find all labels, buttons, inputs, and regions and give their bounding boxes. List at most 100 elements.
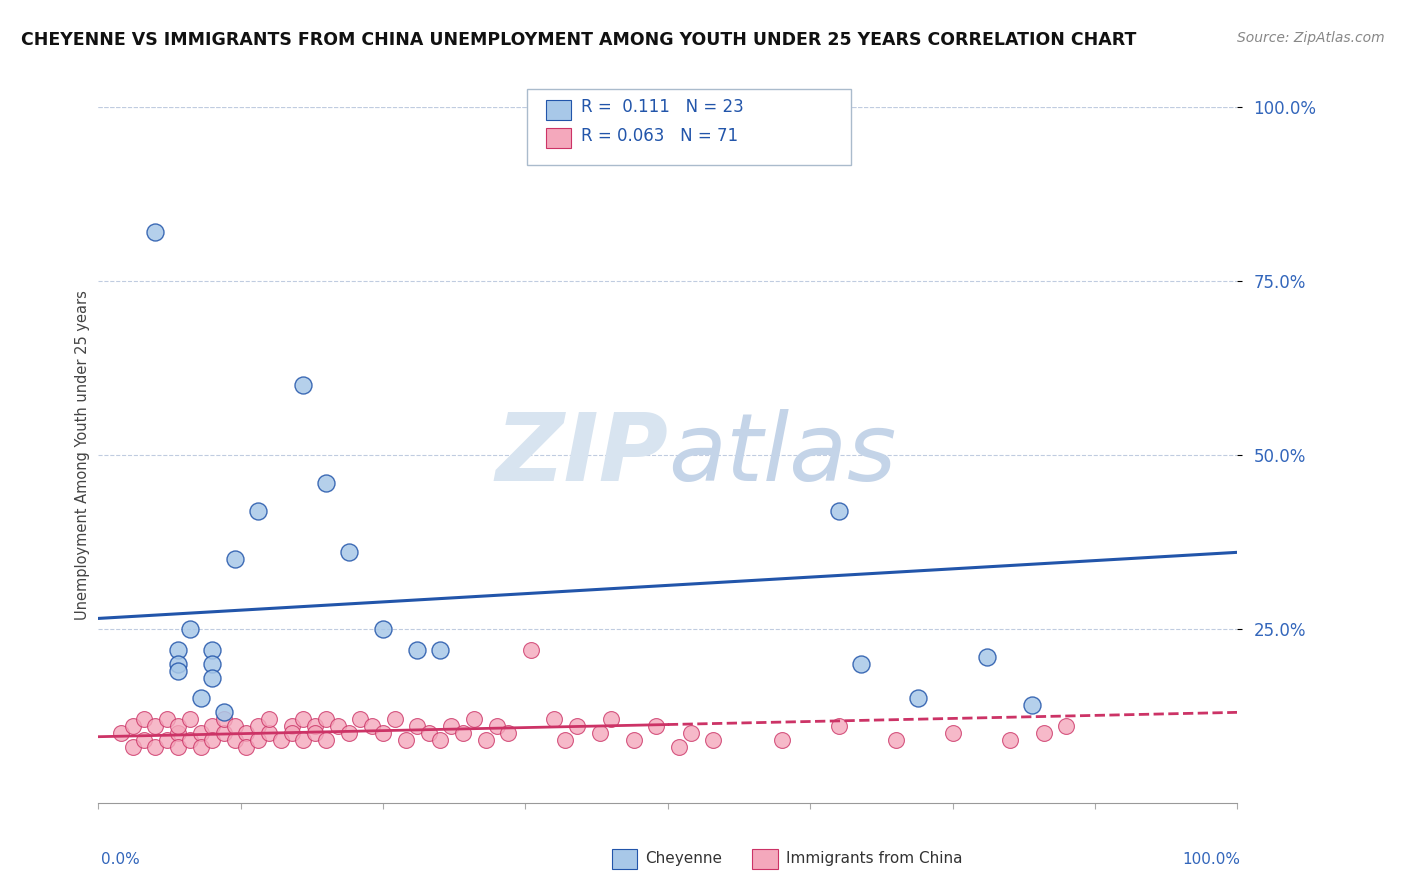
Point: [212, 712, 235, 726]
Point: [371, 726, 394, 740]
Point: [201, 657, 224, 671]
Point: [201, 719, 224, 733]
Point: [235, 726, 257, 740]
Point: [132, 733, 155, 747]
Point: [224, 719, 246, 733]
Point: [588, 726, 610, 740]
Point: [246, 503, 269, 517]
Point: [520, 642, 543, 657]
Point: [315, 712, 337, 726]
Point: [498, 726, 520, 740]
Point: [554, 733, 576, 747]
Point: [942, 726, 965, 740]
Text: 0.0%: 0.0%: [101, 852, 141, 867]
Point: [212, 726, 235, 740]
Point: [167, 657, 190, 671]
Point: [406, 719, 429, 733]
Point: [167, 726, 190, 740]
Point: [167, 642, 190, 657]
Text: atlas: atlas: [668, 409, 896, 500]
Point: [1021, 698, 1043, 713]
Text: Cheyenne: Cheyenne: [645, 851, 723, 865]
Point: [349, 712, 371, 726]
Point: [281, 719, 304, 733]
Point: [668, 740, 690, 755]
Point: [851, 657, 873, 671]
Point: [315, 475, 337, 490]
Point: [110, 726, 132, 740]
Point: [360, 719, 382, 733]
Point: [884, 733, 907, 747]
Point: [156, 712, 179, 726]
Point: [132, 712, 155, 726]
Point: [270, 733, 292, 747]
Point: [179, 712, 201, 726]
Point: [190, 740, 212, 755]
Point: [976, 649, 998, 664]
Point: [304, 726, 326, 740]
Point: [246, 719, 269, 733]
Point: [259, 726, 281, 740]
Text: CHEYENNE VS IMMIGRANTS FROM CHINA UNEMPLOYMENT AMONG YOUTH UNDER 25 YEARS CORREL: CHEYENNE VS IMMIGRANTS FROM CHINA UNEMPL…: [21, 31, 1136, 49]
Point: [304, 719, 326, 733]
Point: [190, 726, 212, 740]
Point: [828, 719, 851, 733]
Point: [395, 733, 418, 747]
Point: [145, 719, 167, 733]
Point: [429, 642, 451, 657]
Point: [998, 733, 1021, 747]
Point: [167, 740, 190, 755]
Point: [156, 733, 179, 747]
Point: [565, 719, 588, 733]
Point: [179, 622, 201, 636]
Point: [486, 719, 509, 733]
Y-axis label: Unemployment Among Youth under 25 years: Unemployment Among Youth under 25 years: [75, 290, 90, 620]
Point: [623, 733, 645, 747]
Point: [1032, 726, 1054, 740]
Point: [201, 642, 224, 657]
Point: [337, 726, 360, 740]
Point: [246, 733, 269, 747]
Point: [326, 719, 349, 733]
Point: [167, 664, 190, 678]
Point: [201, 733, 224, 747]
Point: [679, 726, 702, 740]
Point: [179, 733, 201, 747]
Point: [212, 706, 235, 720]
Point: [418, 726, 440, 740]
Text: Immigrants from China: Immigrants from China: [786, 851, 963, 865]
Point: [167, 719, 190, 733]
Point: [474, 733, 496, 747]
Point: [440, 719, 463, 733]
Point: [259, 712, 281, 726]
Point: [907, 691, 929, 706]
Point: [337, 545, 360, 559]
Point: [145, 225, 167, 239]
Point: [145, 740, 167, 755]
Point: [600, 712, 623, 726]
Point: [451, 726, 474, 740]
Point: [281, 726, 304, 740]
Text: ZIP: ZIP: [495, 409, 668, 501]
Text: Source: ZipAtlas.com: Source: ZipAtlas.com: [1237, 31, 1385, 45]
Point: [371, 622, 394, 636]
Point: [543, 712, 565, 726]
Point: [702, 733, 724, 747]
Point: [770, 733, 793, 747]
Point: [315, 733, 337, 747]
Point: [1054, 719, 1078, 733]
Point: [224, 552, 246, 566]
Point: [190, 691, 212, 706]
Point: [406, 642, 429, 657]
Point: [292, 378, 315, 392]
Point: [292, 733, 315, 747]
Point: [384, 712, 406, 726]
Text: R =  0.111   N = 23: R = 0.111 N = 23: [581, 98, 744, 116]
Point: [201, 671, 224, 685]
Point: [645, 719, 668, 733]
Point: [121, 719, 143, 733]
Point: [292, 712, 315, 726]
Point: [463, 712, 485, 726]
Point: [235, 740, 257, 755]
Point: [429, 733, 451, 747]
